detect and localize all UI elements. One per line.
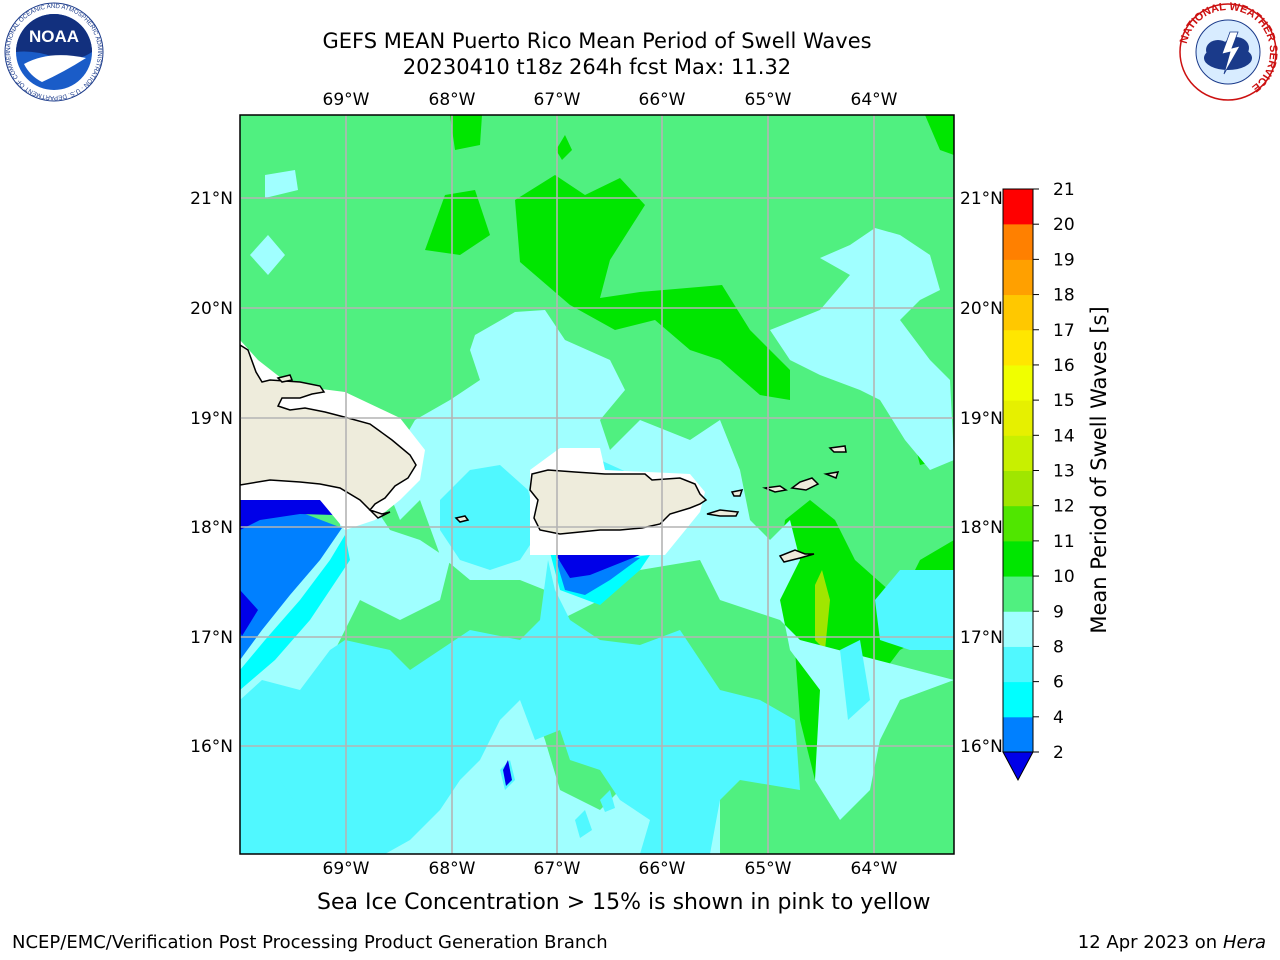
colorbar-tick-label: 13	[1053, 462, 1075, 482]
longitude-labels-bottom: 69°W 68°W 67°W 66°W 65°W 64°W	[323, 859, 898, 879]
lon-label-top: 65°W	[745, 90, 792, 110]
lon-label-bottom: 69°W	[323, 859, 370, 879]
graticule	[240, 115, 954, 854]
lon-label-bottom: 64°W	[851, 859, 898, 879]
colorbar-extension	[1002, 751, 1034, 782]
colorbar-segment	[1003, 329, 1033, 366]
lon-label-top: 69°W	[323, 90, 370, 110]
lat-label-left: 17°N	[190, 628, 233, 648]
colorbar-tick-label: 11	[1053, 532, 1075, 552]
colorbar-tick-label: 12	[1053, 497, 1075, 517]
lon-label-top: 64°W	[851, 90, 898, 110]
colorbar-tick-label: 9	[1053, 602, 1064, 622]
lat-label-right: 16°N	[960, 737, 1003, 757]
colorbar-segment	[1003, 681, 1033, 718]
colorbar-tick-label: 8	[1053, 637, 1064, 657]
lat-label-right: 17°N	[960, 628, 1003, 648]
colorbar-tick-label: 16	[1053, 356, 1075, 376]
lon-label-top: 66°W	[639, 90, 686, 110]
colorbar-segment	[1003, 576, 1033, 612]
colorbar: 2 4 6 8 9 10 11 12 13 14 15 16 17 18 19 20 21	[1002, 180, 1075, 782]
swell-6-8s-regions	[240, 460, 954, 854]
colorbar-segment	[1003, 716, 1033, 753]
colorbar-tick-label: 10	[1053, 567, 1075, 587]
lat-label-left: 21°N	[190, 189, 233, 209]
lon-label-top: 68°W	[429, 90, 476, 110]
colorbar-tick-label: 4	[1053, 708, 1064, 728]
colorbar-segment	[1003, 259, 1033, 296]
lon-label-bottom: 65°W	[745, 859, 792, 879]
swell-11s-sliver	[815, 570, 830, 650]
colorbar-label: Mean Period of Swell Waves [s]	[1087, 306, 1111, 633]
lat-label-right: 20°N	[960, 299, 1003, 319]
colorbar-segment	[1003, 611, 1033, 647]
sea-ice-caption: Sea Ice Concentration > 15% is shown in …	[317, 890, 931, 915]
latitude-labels-left: 21°N 20°N 19°N 18°N 17°N 16°N	[190, 189, 233, 757]
colorbar-segment	[1003, 294, 1033, 331]
colorbar-segment	[1003, 224, 1033, 260]
colorbar-tick-label: 21	[1053, 180, 1075, 200]
lon-label-bottom: 68°W	[429, 859, 476, 879]
latitude-labels-right: 21°N 20°N 19°N 18°N 17°N 16°N	[960, 189, 1003, 757]
lat-label-left: 18°N	[190, 518, 233, 538]
colorbar-tick-label: 15	[1053, 391, 1075, 411]
noaa-logo: NOAA NATIONAL OCEANIC AND ATMOSPHERIC AD…	[2, 0, 104, 102]
colorbar-tick-label: 19	[1053, 250, 1075, 270]
lon-label-bottom: 67°W	[534, 859, 581, 879]
colorbar-segment	[1003, 646, 1033, 683]
chart-title: GEFS MEAN Puerto Rico Mean Period of Swe…	[322, 29, 872, 53]
chart-subtitle: 20230410 t18z 264h fcst Max: 11.32	[402, 55, 792, 79]
lon-label-bottom: 66°W	[639, 859, 686, 879]
swell-under-2s-regions	[240, 500, 640, 786]
colorbar-segment	[1003, 505, 1033, 542]
footer-date: 12 Apr 2023 on Hera	[1078, 932, 1266, 953]
colorbar-tick-label: 20	[1053, 215, 1075, 235]
colorbar-segment	[1003, 189, 1033, 225]
lat-label-left: 19°N	[190, 409, 233, 429]
map-area	[240, 115, 954, 854]
colorbar-segment	[1003, 400, 1033, 436]
lat-label-left: 16°N	[190, 737, 233, 757]
lat-label-left: 20°N	[190, 299, 233, 319]
colorbar-tick-label: 14	[1053, 426, 1075, 446]
colorbar-segment	[1003, 540, 1033, 577]
lon-label-top: 67°W	[534, 90, 581, 110]
footer-machine: Hera	[1222, 932, 1266, 953]
colorbar-tick-label: 17	[1053, 321, 1075, 341]
map-frame	[239, 114, 955, 855]
colorbar-tick-label: 2	[1053, 743, 1064, 763]
longitude-labels-top: 69°W 68°W 67°W 66°W 65°W 64°W	[323, 90, 898, 110]
lat-label-right: 21°N	[960, 189, 1003, 209]
footer-credit: NCEP/EMC/Verification Post Processing Pr…	[12, 932, 608, 953]
colorbar-segment	[1003, 435, 1033, 471]
noaa-text: NOAA	[29, 27, 79, 46]
colorbar-segment	[1003, 470, 1033, 507]
footer-date-text: 12 Apr 2023 on	[1077, 932, 1223, 953]
nws-logo: NATIONAL WEATHER SERVICE	[1178, 1, 1279, 102]
colorbar-tick-label: 18	[1053, 286, 1075, 306]
colorbar-tick-label: 6	[1053, 673, 1064, 693]
lat-label-right: 19°N	[960, 409, 1003, 429]
colorbar-segment	[1003, 364, 1033, 401]
lat-label-right: 18°N	[960, 518, 1003, 538]
